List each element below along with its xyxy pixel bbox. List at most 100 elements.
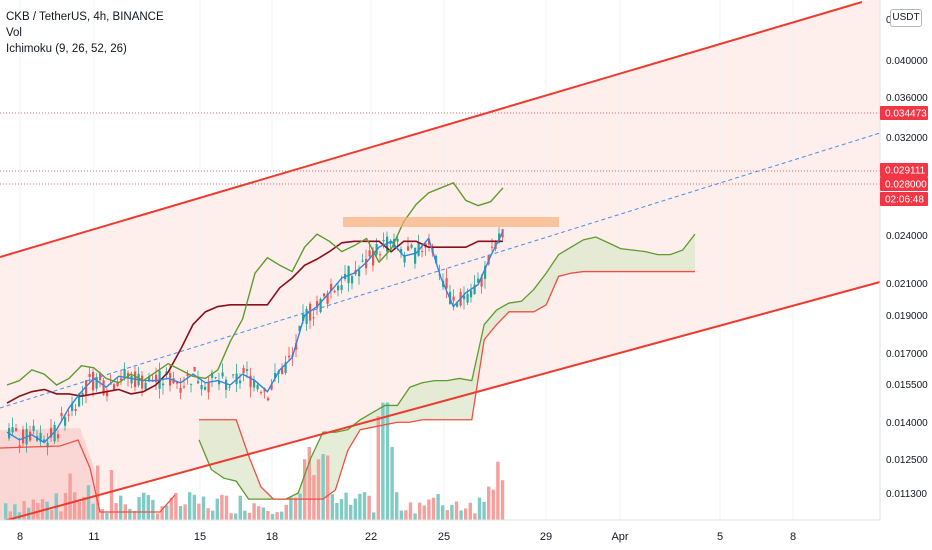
volume-bar <box>367 495 371 520</box>
volume-bar <box>100 509 104 520</box>
candle-body <box>361 260 364 262</box>
candle-body <box>148 376 151 382</box>
volume-bar <box>68 473 72 520</box>
candle-body <box>333 290 336 293</box>
volume-bar <box>381 402 385 520</box>
volume-bar <box>105 512 109 520</box>
candle-body <box>186 374 189 376</box>
candle-body <box>106 390 109 397</box>
volume-bar <box>459 510 463 520</box>
volume-bar <box>96 465 100 520</box>
volume-bar <box>326 455 330 520</box>
volume-bar <box>192 494 196 520</box>
ichimoku-span-b-line <box>199 270 695 500</box>
volume-bar <box>142 492 146 520</box>
volume-bar <box>413 513 417 520</box>
candle-body <box>484 266 487 279</box>
volume-bar <box>238 495 242 520</box>
volume-bar <box>284 504 288 520</box>
volume-bar <box>468 502 472 520</box>
volume-bar <box>13 504 17 520</box>
volume-bar <box>418 502 422 520</box>
candle-body <box>379 254 382 256</box>
candle-body <box>410 244 413 248</box>
volume-bar <box>436 494 440 520</box>
candle-body <box>267 398 270 401</box>
volume-bar <box>362 492 367 520</box>
candle-body <box>260 391 263 393</box>
candle-body <box>176 382 179 384</box>
volume-bar <box>119 495 123 520</box>
candle-body <box>193 367 196 372</box>
candle-body <box>67 414 70 416</box>
volume-bar <box>132 511 137 520</box>
time-tick-label: 5 <box>717 531 723 543</box>
volume-bar <box>376 416 380 520</box>
candle-body <box>456 303 459 307</box>
candle-body <box>337 285 340 291</box>
candle-body <box>102 380 105 395</box>
volume-bar <box>303 459 307 520</box>
candle-body <box>340 285 343 290</box>
volume-bar <box>215 498 219 520</box>
channel-lower-line <box>0 281 881 523</box>
volume-bar <box>395 492 399 520</box>
candle-body <box>141 375 144 389</box>
symbol-title[interactable]: CKB / TetherUS, 4h, BINANCE <box>6 11 164 23</box>
volume-bar <box>73 492 77 520</box>
volume-bar <box>353 498 357 520</box>
resistance-zone <box>343 217 559 227</box>
candle-body <box>50 427 53 438</box>
volume-bar <box>229 513 233 520</box>
time-tick-label: 8 <box>790 531 796 543</box>
candle-body <box>452 296 455 301</box>
ichimoku-indicator-label[interactable]: Ichimoku (9, 26, 52, 26) <box>6 43 127 55</box>
time-tick-label: 29 <box>540 531 552 543</box>
candle-body <box>477 278 480 283</box>
volume-bar <box>82 496 86 520</box>
volume-bar <box>312 475 316 520</box>
price-badge <box>880 192 928 206</box>
volume-bar <box>8 511 12 520</box>
volume-bar <box>86 485 91 520</box>
currency-unit-button[interactable]: USDT <box>890 9 922 27</box>
candle-body <box>207 382 210 393</box>
volume-bar <box>188 492 192 520</box>
volume-bar <box>45 501 49 520</box>
candle-body <box>396 238 399 242</box>
candle-body <box>99 373 102 381</box>
volume-bar <box>307 447 311 520</box>
candle-body <box>305 308 308 324</box>
candle-body <box>60 412 63 417</box>
candle-body <box>15 428 18 431</box>
volume-bar <box>109 470 114 520</box>
volume-bar <box>266 510 270 520</box>
candle-body <box>46 442 49 448</box>
candle-body <box>407 246 410 251</box>
volume-bar <box>257 506 261 520</box>
time-tick-label: Apr <box>611 531 628 543</box>
volume-indicator-label[interactable]: Vol <box>6 27 22 39</box>
volume-bar <box>491 489 495 520</box>
volume-bar <box>441 505 445 520</box>
price-tick-label: 0.019000 <box>886 311 928 322</box>
regression-channel-fill <box>0 0 880 522</box>
volume-bar <box>482 501 486 520</box>
candle-body <box>64 417 67 426</box>
time-tick-label: 25 <box>438 531 450 543</box>
volume-bar <box>270 513 275 520</box>
price-tick-label: 0.014000 <box>886 418 928 429</box>
volume-bar <box>335 503 339 520</box>
price-badge <box>880 163 928 177</box>
candle-body <box>18 445 21 447</box>
volume-bar <box>450 504 454 520</box>
candle-body <box>298 325 301 332</box>
candle-body <box>358 269 361 277</box>
volume-bar <box>358 493 362 520</box>
volume-bar <box>473 513 477 520</box>
volume-bar <box>385 402 390 520</box>
time-tick-label: 11 <box>88 531 99 543</box>
price-badge-label: 0.028000 <box>885 180 927 191</box>
